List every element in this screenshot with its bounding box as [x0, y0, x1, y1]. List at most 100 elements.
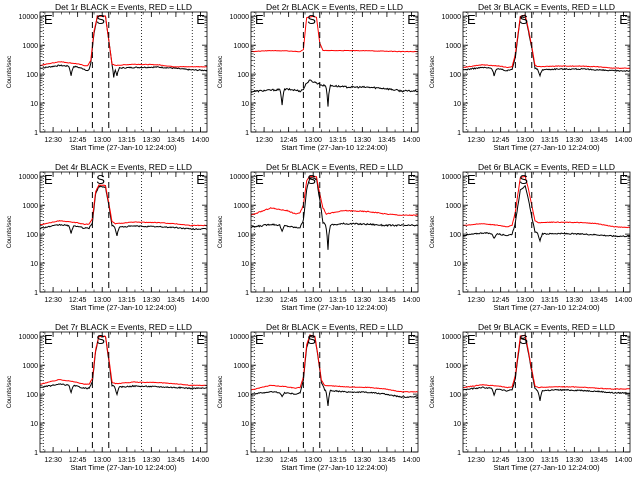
x-tick-label: 12:45 — [280, 297, 298, 304]
x-tick-label: 12:30 — [255, 297, 273, 304]
region-letter: E — [44, 332, 53, 347]
series-line-lld — [39, 335, 208, 387]
x-tick-label: 12:30 — [467, 297, 485, 304]
y-tick-label: 100 — [449, 72, 461, 79]
x-axis-label: Start Time (27-Jan-10 12:24:00) — [281, 463, 388, 472]
panel-title: Det 1r BLACK = Events, RED = LLD — [55, 2, 192, 12]
region-letter: E — [619, 332, 628, 347]
panel-title: Det 9r BLACK = Events, RED = LLD — [478, 322, 615, 332]
x-tick-label: 12:30 — [255, 137, 273, 144]
region-letter: S — [307, 332, 316, 347]
x-tick-label: 13:30 — [143, 297, 161, 304]
y-tick-label: 10000 — [230, 174, 250, 181]
series-line-lld — [250, 174, 419, 217]
x-tick-label: 13:15 — [118, 137, 136, 144]
y-axis-label: Counts/sec — [217, 215, 224, 248]
plot-frame — [462, 331, 631, 453]
y-tick-label: 100 — [26, 232, 38, 239]
series-line-lld — [462, 14, 631, 70]
series-line-events — [250, 335, 419, 407]
y-tick-label: 1000 — [445, 43, 461, 50]
series-line-lld — [39, 184, 208, 227]
x-tick-label: 13:30 — [566, 457, 584, 464]
region-letter: S — [96, 332, 105, 347]
y-axis-label: Counts/sec — [217, 375, 224, 408]
region-letter: E — [467, 172, 476, 187]
x-tick-label: 13:15 — [118, 457, 136, 464]
region-letter: S — [519, 172, 528, 187]
x-tick-label: 13:30 — [354, 457, 372, 464]
x-tick-label: 13:15 — [329, 457, 347, 464]
plot-frame — [39, 331, 208, 453]
region-letter: E — [407, 332, 416, 347]
plot-frame — [462, 11, 631, 133]
y-tick-label: 1000 — [22, 43, 38, 50]
x-tick-label: 12:30 — [44, 457, 62, 464]
series-line-lld — [250, 15, 419, 53]
region-letter: S — [307, 12, 316, 27]
x-tick-label: 14:00 — [403, 137, 421, 144]
plot-frame — [250, 331, 419, 453]
y-tick-label: 1 — [34, 450, 38, 457]
series-line-events — [462, 16, 631, 78]
x-axis-label: Start Time (27-Jan-10 12:24:00) — [493, 303, 600, 312]
x-tick-label: 14:00 — [192, 137, 210, 144]
region-letter: S — [96, 12, 105, 27]
x-tick-label: 12:30 — [255, 457, 273, 464]
series-line-events — [40, 184, 208, 237]
series-line-events — [250, 79, 419, 107]
x-axis-label: Start Time (27-Jan-10 12:24:00) — [70, 463, 177, 472]
x-tick-label: 12:45 — [492, 297, 510, 304]
region-letter: E — [196, 332, 205, 347]
y-tick-label: 10 — [241, 101, 249, 108]
region-letter: E — [44, 12, 53, 27]
y-tick-label: 10 — [30, 101, 38, 108]
y-axis-label: Counts/sec — [429, 55, 436, 88]
y-tick-label: 100 — [237, 392, 249, 399]
plot-frame — [462, 171, 631, 293]
y-tick-label: 10000 — [19, 14, 39, 21]
x-tick-label: 13:00 — [304, 297, 322, 304]
x-tick-label: 13:30 — [566, 137, 584, 144]
y-tick-label: 100 — [449, 232, 461, 239]
x-tick-label: 14:00 — [403, 297, 421, 304]
x-tick-label: 13:15 — [541, 137, 559, 144]
x-tick-label: 13:45 — [590, 297, 608, 304]
x-tick-label: 13:00 — [93, 457, 111, 464]
x-tick-label: 13:00 — [93, 297, 111, 304]
y-tick-label: 10 — [241, 261, 249, 268]
series-line-lld — [462, 334, 630, 390]
y-tick-label: 1 — [457, 290, 461, 297]
x-tick-label: 12:45 — [280, 457, 298, 464]
x-tick-label: 13:45 — [167, 457, 185, 464]
x-axis-label: Start Time (27-Jan-10 12:24:00) — [281, 143, 388, 152]
y-tick-label: 10000 — [19, 174, 39, 181]
series-line-lld — [462, 175, 631, 229]
series-line-events — [462, 185, 631, 243]
x-axis-label: Start Time (27-Jan-10 12:24:00) — [70, 303, 177, 312]
series-line-events — [462, 336, 631, 401]
plot-frame — [39, 11, 208, 133]
x-tick-label: 12:45 — [492, 137, 510, 144]
region-letter: E — [255, 332, 264, 347]
x-tick-label: 13:00 — [516, 297, 534, 304]
panel-title: Det 2r BLACK = Events, RED = LLD — [266, 2, 403, 12]
x-axis-label: Start Time (27-Jan-10 12:24:00) — [493, 143, 600, 152]
x-tick-label: 14:00 — [192, 297, 210, 304]
x-tick-label: 13:15 — [118, 297, 136, 304]
region-letter: E — [255, 172, 264, 187]
plot-frame — [39, 171, 208, 293]
y-tick-label: 100 — [237, 72, 249, 79]
y-tick-label: 1000 — [22, 363, 38, 370]
x-tick-label: 13:00 — [516, 137, 534, 144]
series-line-events — [39, 14, 208, 78]
y-tick-label: 1 — [457, 450, 461, 457]
region-letter: E — [196, 12, 205, 27]
x-tick-label: 13:45 — [167, 297, 185, 304]
y-tick-label: 10 — [30, 421, 38, 428]
x-tick-label: 13:45 — [378, 137, 396, 144]
